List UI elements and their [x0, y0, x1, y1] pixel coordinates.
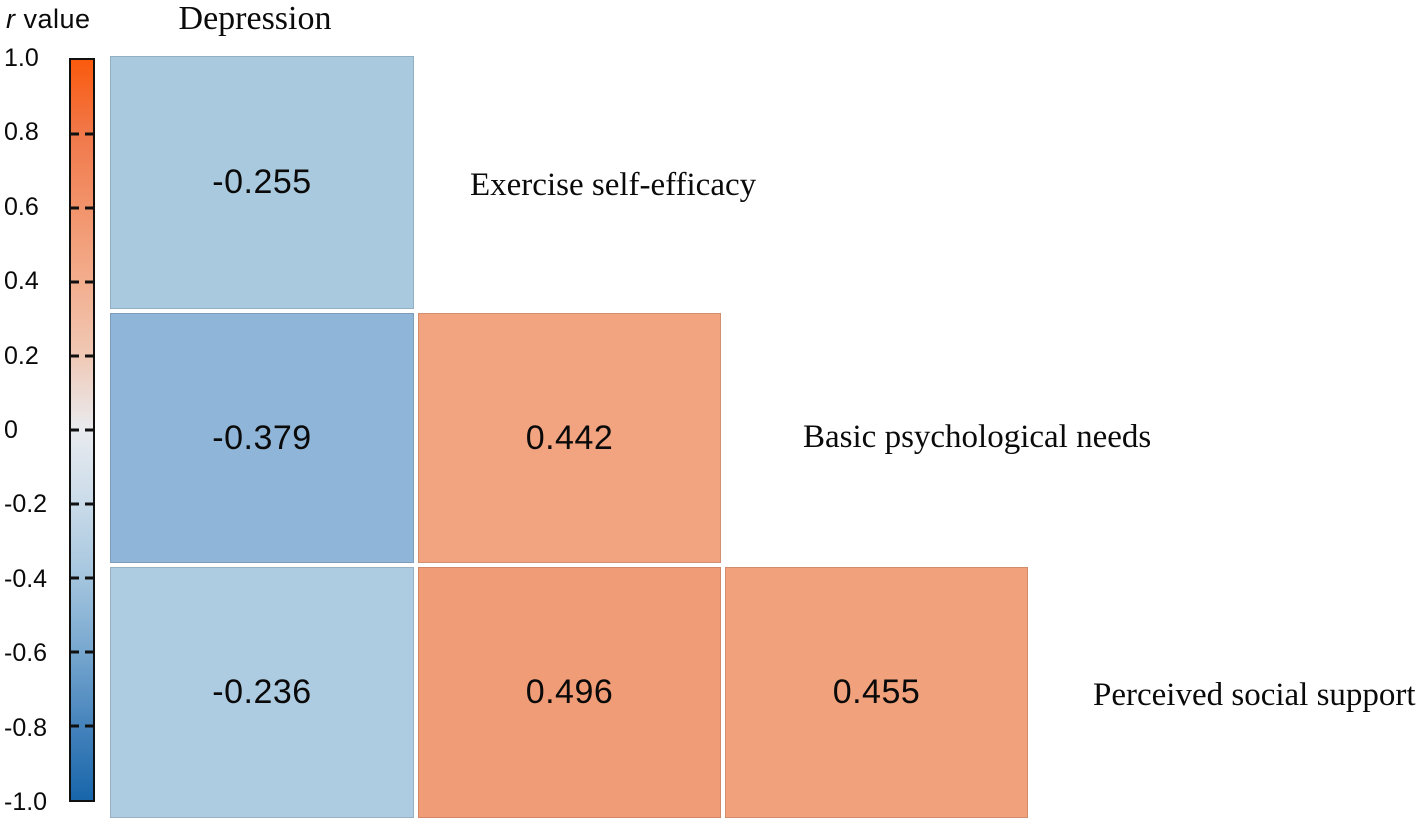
colorbar-gradient [71, 60, 93, 800]
colorbar-title-r: r [6, 4, 16, 34]
colorbar-tick-label: -0.6 [4, 639, 48, 667]
heatmap-cell: -0.236 [110, 567, 414, 818]
row-label-exercise-self-efficacy: Exercise self-efficacy [470, 167, 757, 203]
heatmap-cell: -0.255 [110, 56, 414, 309]
colorbar [69, 58, 95, 802]
colorbar-tick-label: 0.8 [4, 118, 39, 146]
colorbar-tick-label: -0.2 [4, 490, 48, 518]
heatmap-cell: -0.379 [110, 313, 414, 563]
colorbar-tick-label: 1.0 [4, 44, 39, 72]
colorbar-tick-label: 0.6 [4, 193, 39, 221]
cell-value: -0.236 [212, 673, 312, 711]
heatmap-cell: 0.442 [418, 313, 721, 563]
colorbar-tick-label: -0.4 [4, 565, 48, 593]
cell-value: -0.379 [212, 418, 312, 457]
heatmap-cell: 0.496 [418, 567, 721, 818]
row-label-basic-psychological-needs: Basic psychological needs [803, 419, 1152, 455]
colorbar-tick-label: -0.8 [4, 714, 48, 742]
column-header-depression: Depression [178, 0, 332, 37]
cell-value: 0.455 [832, 673, 921, 711]
row-label-perceived-social-support: Perceived social support [1093, 677, 1416, 713]
colorbar-tick-label: 0.2 [4, 342, 39, 370]
colorbar-tick-label: 0.4 [4, 267, 39, 295]
colorbar-tick-label: -1.0 [4, 788, 48, 816]
heatmap-cell: 0.455 [725, 567, 1028, 818]
cell-value: 0.442 [525, 418, 614, 457]
colorbar-title-value: value [15, 4, 91, 34]
cell-value: -0.255 [212, 163, 312, 201]
colorbar-tick-label: 0 [4, 416, 18, 444]
cell-value: 0.496 [525, 673, 614, 711]
colorbar-title: r value [6, 4, 91, 35]
